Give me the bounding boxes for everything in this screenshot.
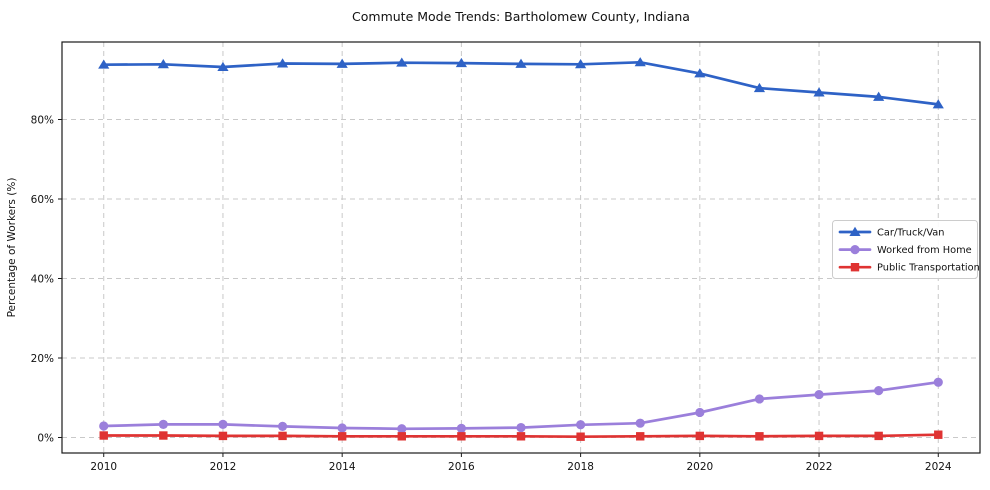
x-tick-label: 2014: [329, 461, 356, 473]
data-point-car-truck-van: [575, 59, 587, 69]
x-tick-label: 2010: [90, 461, 117, 473]
y-tick-label: 0%: [37, 432, 54, 444]
legend-marker-car-truck-van: [849, 226, 861, 236]
data-point-public-transportation: [874, 431, 883, 441]
data-point-public-transportation: [278, 431, 287, 441]
legend: Car/Truck/Van Worked from Home Public Tran…: [832, 220, 980, 279]
x-tick-label: 2020: [686, 461, 713, 473]
data-point-car-truck-van: [455, 57, 467, 68]
data-point-car-truck-van: [634, 57, 646, 67]
data-point-car-truck-van: [336, 58, 348, 68]
y-tick-label: 20%: [31, 353, 54, 365]
data-point-car-truck-van: [98, 59, 110, 69]
y-tick-label: 60%: [31, 194, 54, 206]
data-point-worked-from-home: [218, 419, 228, 429]
data-point-worked-from-home: [754, 394, 765, 404]
data-point-worked-from-home: [576, 420, 586, 430]
data-point-car-truck-van: [276, 58, 289, 68]
data-point-worked-from-home: [158, 419, 168, 429]
data-point-car-truck-van: [753, 82, 766, 93]
data-point-worked-from-home: [695, 407, 705, 418]
data-point-worked-from-home: [337, 423, 347, 433]
data-point-car-truck-van: [813, 87, 825, 97]
data-point-public-transportation: [99, 431, 108, 440]
data-point-worked-from-home: [814, 389, 824, 400]
data-point-worked-from-home: [456, 423, 466, 433]
data-point-worked-from-home: [99, 421, 109, 431]
x-tick-label: 2012: [210, 461, 237, 473]
legend-label-worked-from-home: Worked from Home: [877, 245, 972, 256]
y-tick-label: 40%: [31, 273, 54, 285]
data-point-public-transportation: [576, 432, 585, 441]
x-tick-label: 2024: [925, 461, 952, 473]
data-point-car-truck-van: [932, 99, 944, 109]
x-tick-label: 2016: [448, 461, 475, 473]
data-point-public-transportation: [159, 431, 168, 440]
data-point-public-transportation: [755, 432, 764, 441]
series-line-worked-from-home: [102, 380, 940, 431]
data-point-public-transportation: [934, 430, 943, 439]
data-point-worked-from-home: [635, 418, 645, 428]
data-point-worked-from-home: [277, 421, 288, 431]
legend-label-car-truck-van: Car/Truck/Van: [877, 228, 944, 239]
y-axis-label: Percentage of Workers (%): [6, 178, 18, 318]
data-point-public-transportation: [337, 432, 347, 441]
data-point-car-truck-van: [873, 91, 885, 101]
data-point-car-truck-van: [157, 59, 169, 69]
data-point-car-truck-van: [396, 57, 408, 67]
y-tick-label: 80%: [31, 114, 54, 126]
data-point-worked-from-home: [516, 422, 526, 433]
data-point-public-transportation: [457, 432, 466, 441]
data-point-public-transportation: [695, 431, 705, 441]
x-tick-label: 2022: [806, 461, 833, 473]
data-point-public-transportation: [814, 431, 824, 441]
data-point-public-transportation: [397, 432, 406, 441]
legend-marker-worked-from-home: [850, 245, 860, 255]
data-point-public-transportation: [516, 432, 526, 441]
data-point-car-truck-van: [694, 68, 706, 78]
data-point-worked-from-home: [874, 385, 884, 396]
x-tick-label: 2018: [567, 461, 594, 473]
data-point-public-transportation: [218, 431, 228, 441]
data-point-public-transportation: [636, 432, 645, 441]
chart-title: Commute Mode Trends: Bartholomew County,…: [352, 9, 690, 24]
legend-box: [832, 220, 978, 279]
data-point-car-truck-van: [515, 58, 527, 68]
plot-border: [61, 41, 981, 454]
data-point-car-truck-van: [217, 61, 229, 72]
legend-marker-public-transportation: [850, 263, 860, 272]
data-point-worked-from-home: [933, 377, 943, 387]
series-line-car-truck-van: [102, 60, 940, 106]
data-point-worked-from-home: [397, 424, 407, 434]
legend-label-public-transportation: Public Transportation: [877, 263, 980, 274]
